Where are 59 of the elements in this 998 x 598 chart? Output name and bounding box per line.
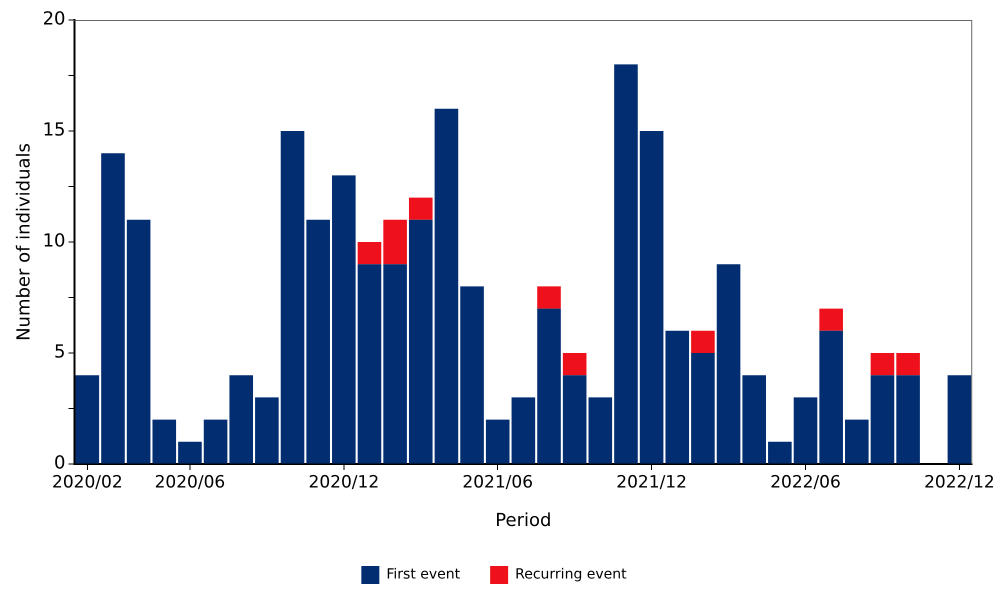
bar (358, 242, 382, 264)
bar (614, 64, 638, 464)
x-tick-label: 2022/06 (770, 472, 841, 493)
bar (255, 397, 279, 464)
bar (101, 153, 125, 464)
bar (512, 397, 536, 464)
y-tick-label: 5 (54, 342, 66, 363)
bar (562, 375, 586, 464)
bar (665, 330, 690, 464)
y-tick-label: 10 (42, 230, 66, 252)
bar (870, 375, 894, 464)
bar (588, 397, 612, 464)
bar (845, 420, 869, 464)
bar (562, 353, 586, 376)
x-tick-label: 2021/12 (616, 472, 687, 493)
bar (408, 220, 433, 464)
legend-label: First event (386, 566, 461, 583)
bar (204, 420, 228, 464)
bar (691, 353, 715, 464)
bar (870, 353, 894, 376)
x-tick-label: 2020/06 (154, 472, 226, 493)
bar (434, 108, 458, 464)
bar (306, 220, 330, 464)
x-tick-label: 2021/06 (462, 472, 534, 493)
y-axis-title: Number of individuals (13, 143, 34, 341)
bar (691, 330, 715, 353)
legend-label: Recurring event (515, 566, 628, 583)
x-tick-label: 2020/12 (308, 472, 380, 493)
bar (819, 330, 843, 464)
bar (332, 175, 356, 464)
bar (178, 442, 202, 464)
bar (76, 375, 100, 464)
y-tick-label: 20 (42, 8, 66, 30)
bar (460, 286, 484, 464)
bar (408, 198, 433, 220)
x-axis-title: Period (495, 510, 552, 531)
bar (537, 308, 561, 464)
bar (768, 442, 792, 464)
y-tick-label: 0 (54, 452, 66, 474)
bar (280, 131, 304, 464)
bar (716, 264, 740, 464)
bar (948, 375, 972, 464)
bar (794, 397, 818, 464)
bar (640, 131, 664, 464)
bar (537, 286, 561, 309)
x-tick-label: 2020/02 (52, 472, 123, 493)
bar (152, 420, 176, 464)
bar (819, 308, 843, 331)
x-tick-label: 2022/12 (924, 472, 995, 493)
bar (126, 220, 150, 464)
bar (229, 375, 254, 464)
bar (742, 375, 766, 464)
bar (358, 264, 382, 464)
bar (383, 264, 407, 464)
bar (383, 220, 407, 264)
y-tick-label: 15 (42, 120, 66, 141)
bar (896, 375, 920, 464)
bar (486, 420, 510, 464)
bar (896, 353, 920, 376)
